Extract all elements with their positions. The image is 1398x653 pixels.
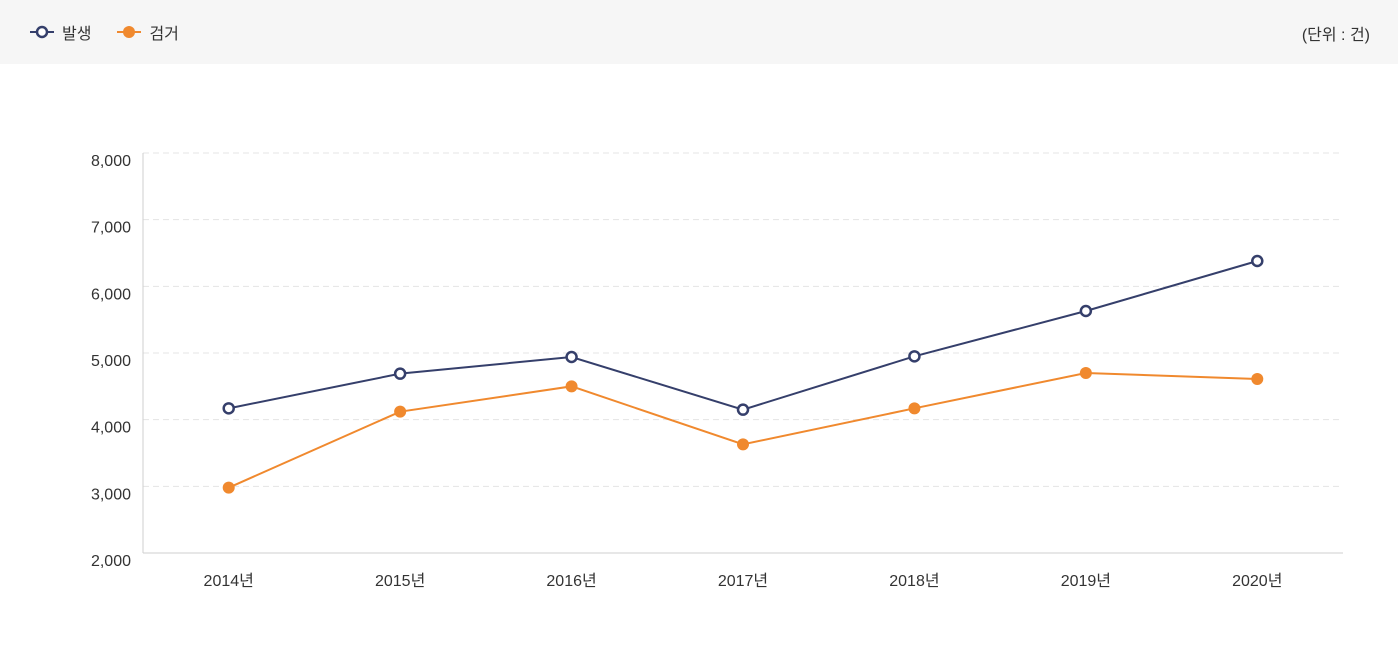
y-tick-label: 4,000 [91, 420, 131, 437]
hollow-circle-line-icon [30, 25, 54, 39]
data-point-arrest[interactable] [737, 438, 749, 451]
data-point-arrest[interactable] [1251, 373, 1264, 385]
data-point-arrest[interactable] [394, 405, 407, 418]
legend-label-arrest: 검거 [149, 26, 179, 43]
data-point-arrest[interactable] [222, 481, 235, 494]
data-point-occurrence[interactable] [222, 402, 235, 415]
data-point-arrest[interactable] [1079, 367, 1092, 379]
chart-legend: 발생 검거 [30, 20, 179, 44]
data-point-occurrence[interactable] [393, 367, 407, 380]
data-point-occurrence[interactable] [1079, 304, 1093, 318]
x-tick-label: 2020년 [1232, 572, 1282, 590]
chart-header-bar [0, 0, 1398, 64]
y-tick-label: 6,000 [91, 286, 131, 303]
series-line-occurrence [228, 260, 1258, 411]
y-tick-label: 7,000 [91, 220, 131, 237]
data-point-occurrence[interactable] [736, 403, 750, 416]
legend-item-arrest[interactable]: 검거 [117, 20, 179, 44]
y-tick-label: 2,000 [91, 553, 131, 570]
y-tick-label: 5,000 [91, 353, 131, 370]
data-point-arrest[interactable] [565, 380, 578, 393]
data-point-arrest[interactable] [908, 402, 921, 415]
data-point-occurrence[interactable] [1251, 254, 1264, 268]
x-tick-label: 2015년 [375, 572, 425, 590]
x-tick-label: 2019년 [1061, 572, 1111, 590]
y-tick-label: 3,000 [91, 486, 131, 503]
x-tick-label: 2014년 [204, 572, 254, 590]
legend-label-occurrence: 발생 [62, 26, 92, 43]
x-tick-label: 2017년 [718, 572, 768, 590]
series-line-arrest [228, 371, 1258, 489]
data-point-occurrence[interactable] [565, 350, 578, 364]
x-tick-label: 2016년 [546, 572, 596, 590]
x-tick-label: 2018년 [889, 572, 939, 590]
legend-item-occurrence[interactable]: 발생 [30, 20, 91, 44]
y-tick-label: 8,000 [91, 153, 131, 170]
data-point-occurrence[interactable] [908, 350, 921, 363]
filled-circle-line-icon [117, 26, 142, 38]
unit-label: (단위 : 건) [1301, 27, 1370, 44]
